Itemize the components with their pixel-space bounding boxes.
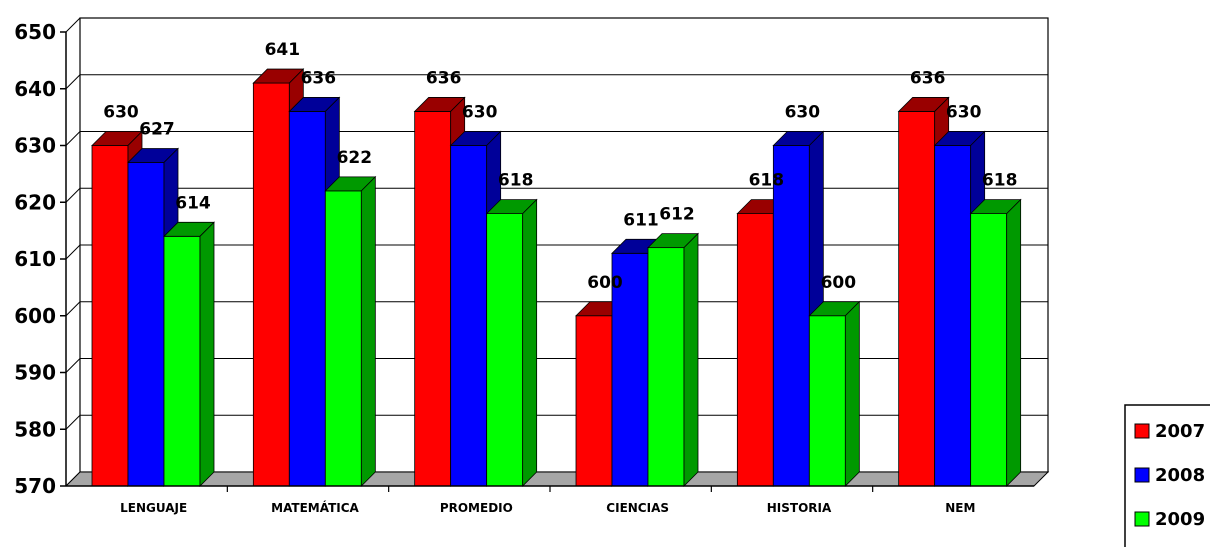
data-label: 641 — [265, 40, 301, 60]
data-label: 622 — [337, 148, 373, 168]
side-wall-line — [65, 17, 81, 33]
side-wall-line — [65, 187, 81, 203]
data-label: 614 — [175, 193, 211, 213]
legend: 2007 2008 2009 — [1124, 404, 1210, 547]
y-tick-label: 620 — [14, 190, 56, 214]
bar — [127, 162, 165, 487]
data-label: 612 — [659, 205, 695, 225]
legend-entry: 2007 — [1155, 421, 1205, 442]
legend-swatch — [1134, 511, 1150, 527]
data-label: 600 — [587, 273, 623, 293]
bar — [252, 82, 290, 487]
x-category-label: NEM — [945, 501, 975, 515]
data-label: 618 — [498, 171, 534, 191]
x-category-label: HISTORIA — [767, 501, 832, 515]
bar-side — [683, 232, 699, 487]
data-label: 636 — [301, 68, 337, 88]
data-label: 630 — [103, 103, 139, 123]
x-category-label: CIENCIAS — [606, 501, 669, 515]
bar — [808, 315, 846, 487]
side-wall-line — [65, 131, 81, 146]
bar — [288, 111, 326, 487]
legend-entry: 2009 — [1155, 509, 1205, 530]
bar — [611, 252, 649, 487]
y-tick-label: 640 — [14, 77, 56, 101]
legend-entry: 2008 — [1155, 465, 1205, 486]
bar — [163, 235, 201, 487]
bar — [486, 213, 524, 487]
side-wall-line — [65, 74, 81, 90]
bar — [91, 145, 129, 487]
data-label: 630 — [946, 103, 982, 123]
data-label: 600 — [821, 273, 857, 293]
side-wall-line — [65, 358, 81, 373]
bar-side — [1006, 198, 1022, 487]
bar — [970, 213, 1008, 487]
side-wall-line — [65, 301, 81, 317]
y-tick-label: 600 — [14, 304, 56, 328]
y-axis: 570 580 590 600 610 620 630 640 650 — [14, 20, 67, 498]
legend-swatch — [1134, 423, 1150, 439]
y-tick-label: 580 — [14, 417, 56, 441]
y-tick-label: 610 — [14, 247, 56, 271]
y-tick-label: 630 — [14, 134, 56, 158]
x-category-label: PROMEDIO — [440, 501, 513, 515]
bar-side — [199, 221, 215, 487]
bar — [324, 190, 362, 487]
data-label: 618 — [982, 171, 1018, 191]
bar-side — [522, 198, 538, 487]
bar — [772, 145, 810, 487]
data-label: 618 — [749, 171, 785, 191]
data-label: 627 — [139, 120, 175, 140]
data-label: 630 — [785, 103, 821, 123]
data-label: 630 — [462, 103, 498, 123]
bar — [934, 145, 972, 487]
data-label: 636 — [910, 68, 946, 88]
bar — [450, 145, 488, 487]
bar-side — [844, 300, 860, 487]
x-category-label: MATEMÁTICA — [271, 500, 359, 515]
bar — [736, 213, 774, 487]
y-tick-label: 650 — [14, 20, 56, 44]
bar — [414, 111, 452, 487]
x-category-label: LENGUAJE — [120, 501, 187, 515]
bar-side — [360, 175, 376, 487]
legend-swatch — [1134, 467, 1150, 483]
data-label: 611 — [623, 210, 659, 230]
bar — [575, 315, 613, 487]
data-label: 636 — [426, 68, 462, 88]
y-tick-label: 590 — [14, 361, 56, 385]
y-tick-label: 570 — [14, 474, 56, 498]
bar — [647, 247, 685, 487]
side-wall-line — [65, 244, 81, 260]
x-axis: LENGUAJE MATEMÁTICA PROMEDIO CIENCIAS HISTOR… — [66, 485, 1034, 515]
side-wall-line — [65, 414, 81, 430]
bar — [898, 111, 936, 487]
bars — [91, 68, 1022, 487]
